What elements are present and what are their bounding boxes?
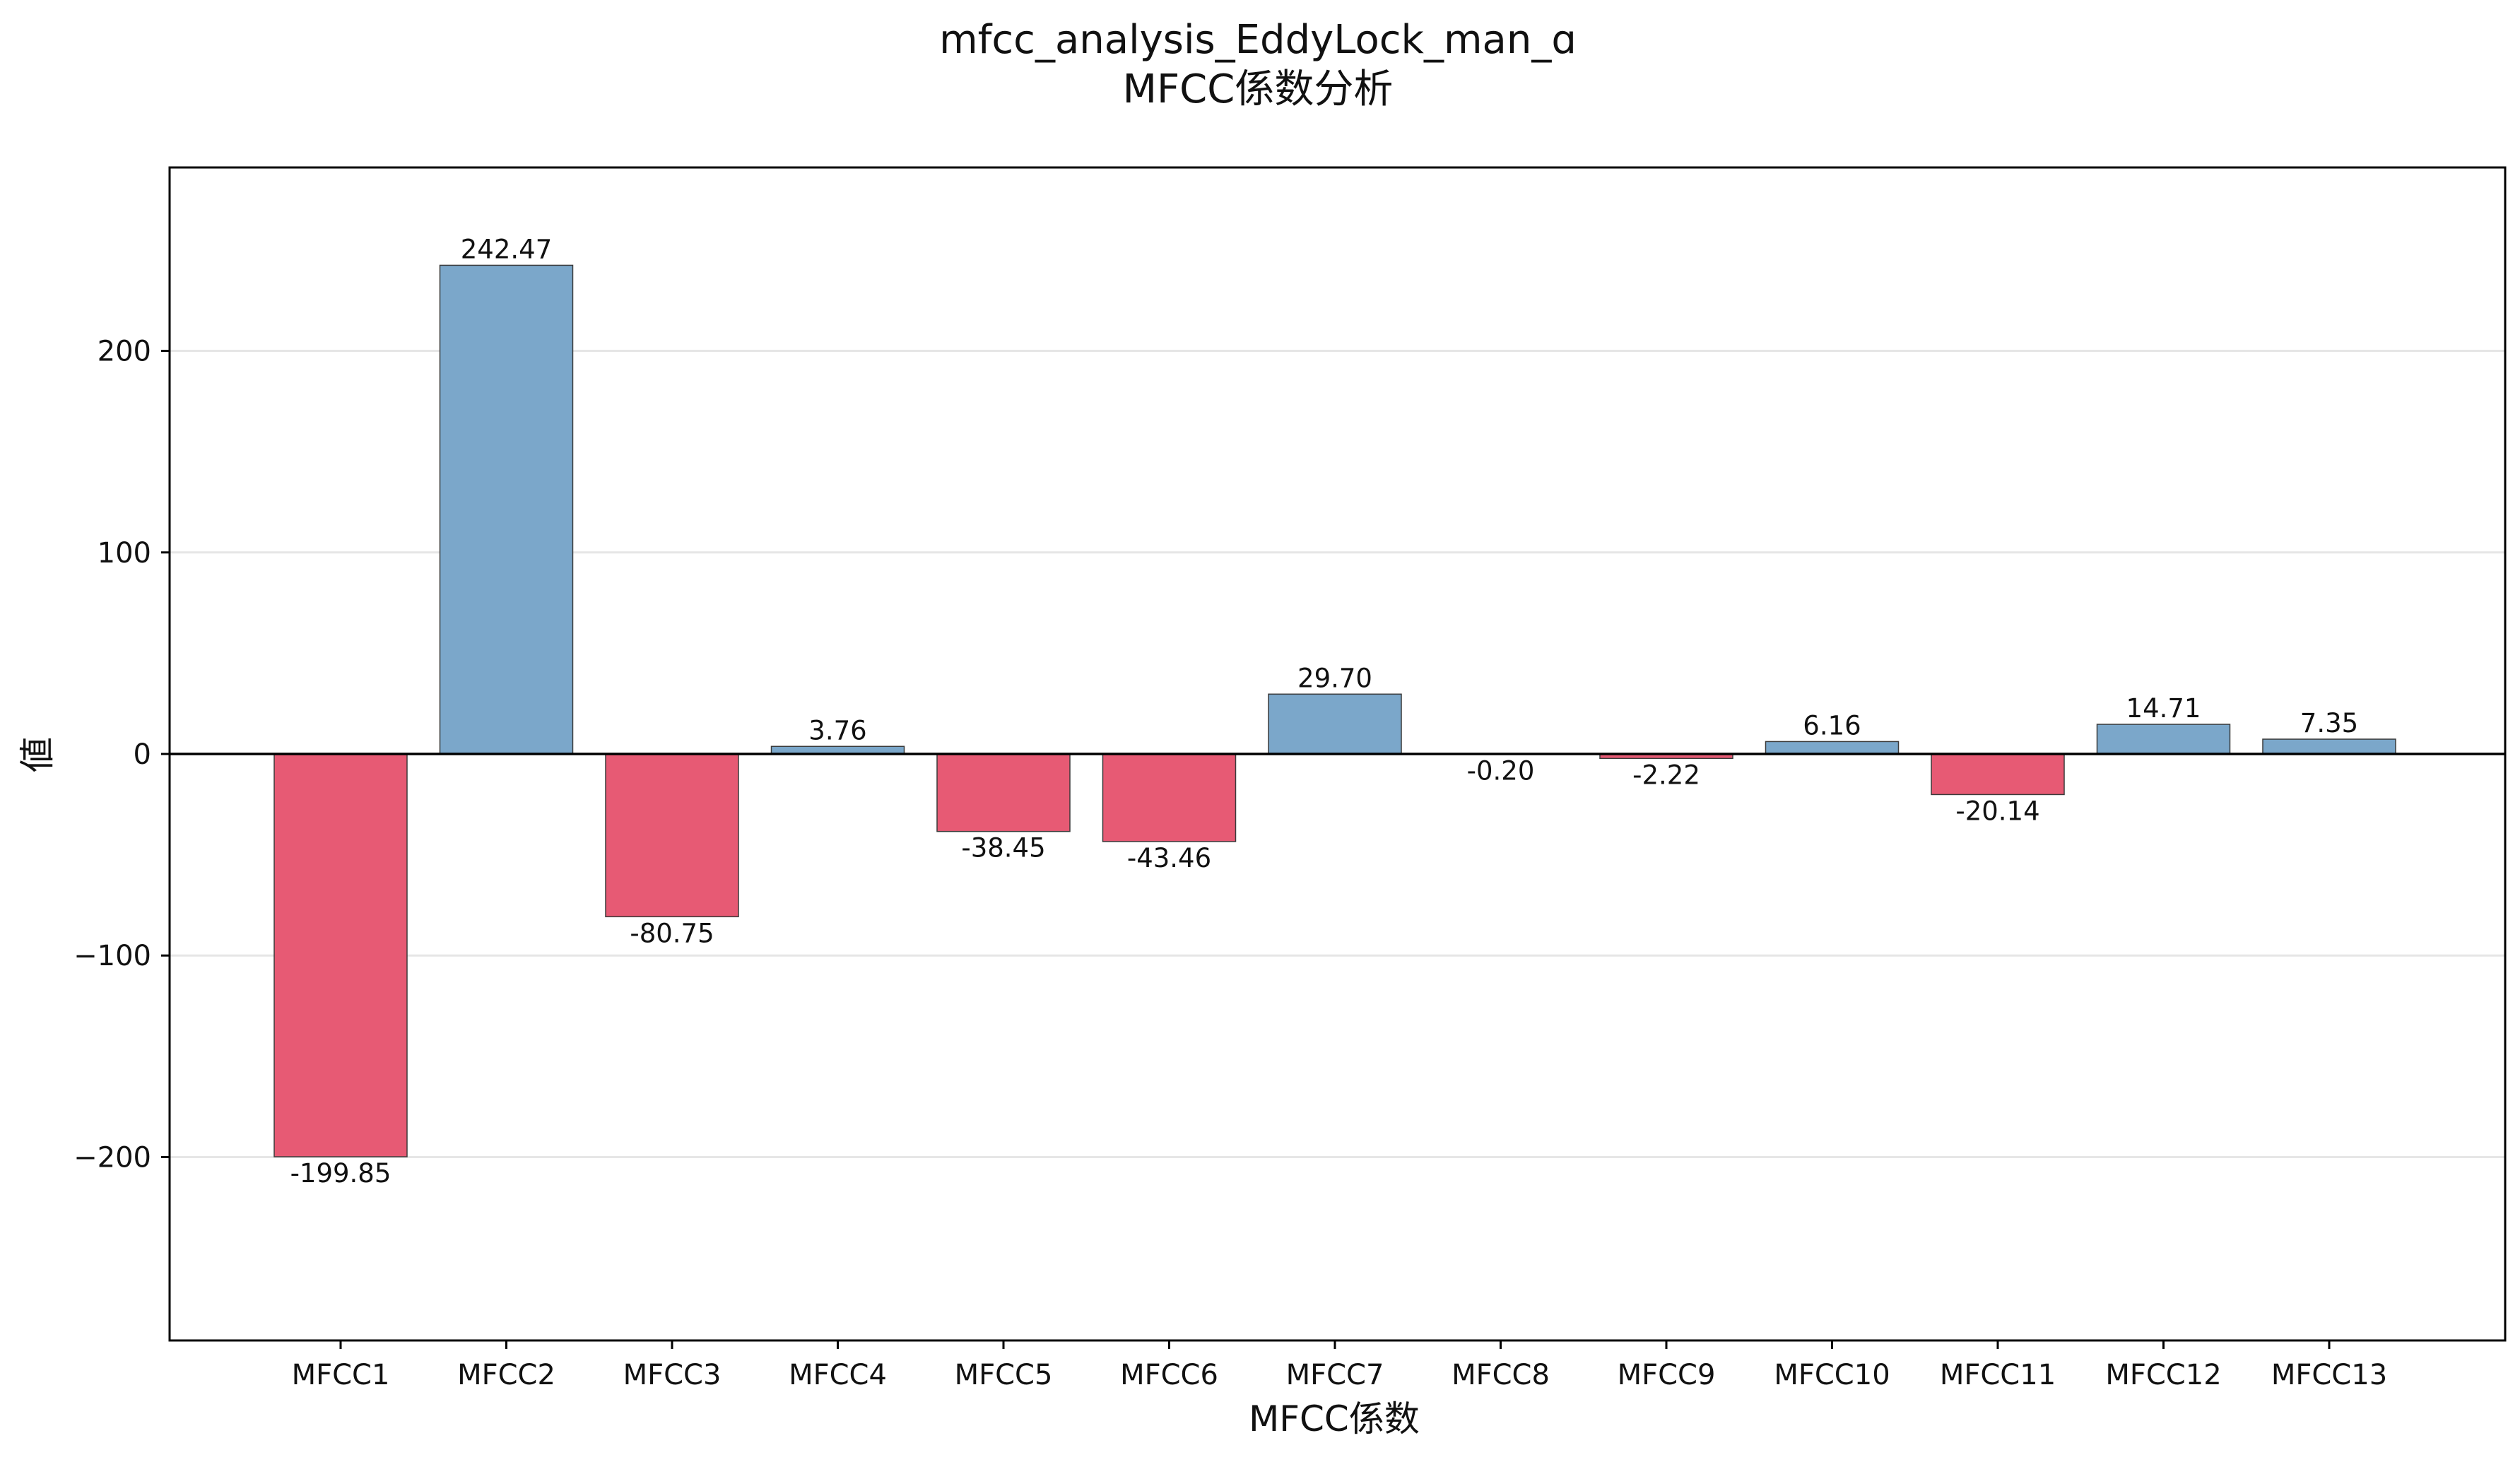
x-tick-label: MFCC11 [1940, 1359, 2056, 1391]
y-tick-label: 0 [134, 738, 151, 771]
plot-area-frame [168, 166, 2507, 1342]
chart-title: mfcc_analysis_EddyLock_man_ɑ [939, 17, 1577, 63]
data-label: 7.35 [2300, 708, 2358, 738]
data-label: 3.76 [808, 715, 866, 745]
data-label: 14.71 [2126, 693, 2201, 724]
x-tick-label: MFCC3 [623, 1359, 722, 1391]
data-label: 242.47 [461, 234, 552, 264]
data-label: -38.45 [961, 833, 1045, 863]
data-label: -80.75 [630, 918, 714, 948]
axis-ticks: −200 −100 0 100 200 MFCC1 MFCC2 MFCC3 MFCC4 MFCC5… [73, 336, 2387, 1391]
y-axis-label: 値 [17, 737, 58, 772]
bar-mfcc12 [2096, 724, 2231, 755]
x-tick-label: MFCC10 [1774, 1359, 1890, 1391]
y-tick-label: 100 [98, 537, 151, 570]
bar-mfcc3 [605, 753, 739, 918]
x-axis-label: MFCC係数 [1249, 1398, 1420, 1439]
bar-mfcc7 [1268, 693, 1402, 755]
x-tick-label: MFCC6 [1120, 1359, 1218, 1391]
data-label: -20.14 [1955, 796, 2039, 826]
y-tick-label: 200 [98, 336, 151, 368]
x-tick-label: MFCC8 [1452, 1359, 1550, 1391]
x-tick-label: MFCC4 [789, 1359, 887, 1391]
chart-subtitle: MFCC係数分析 [1123, 66, 1394, 112]
y-tick-label: −200 [73, 1141, 151, 1174]
x-tick-label: MFCC1 [292, 1359, 390, 1391]
bar-mfcc2 [439, 264, 574, 755]
data-label: -199.85 [290, 1158, 391, 1189]
bar-mfcc11 [1931, 753, 2065, 796]
bars [273, 264, 2396, 1157]
data-labels: -199.85 242.47 -80.75 3.76 -38.45 -43.46 29.70… [290, 234, 2359, 1189]
data-label: 29.70 [1297, 663, 1372, 693]
x-tick-label: MFCC13 [2271, 1359, 2387, 1391]
bar-mfcc5 [936, 753, 1071, 832]
bar-mfcc6 [1102, 753, 1237, 842]
data-label: 6.16 [1803, 710, 1861, 741]
data-label: -43.46 [1127, 843, 1211, 873]
y-tick-label: −100 [73, 940, 151, 972]
x-tick-label: MFCC12 [2105, 1359, 2221, 1391]
bar-mfcc10 [1765, 741, 1900, 755]
x-tick-label: MFCC5 [955, 1359, 1053, 1391]
bar-mfcc13 [2262, 738, 2396, 755]
x-tick-label: MFCC9 [1618, 1359, 1716, 1391]
bar-mfcc1 [273, 753, 408, 1157]
x-tick-label: MFCC7 [1286, 1359, 1384, 1391]
x-tick-label: MFCC2 [457, 1359, 555, 1391]
data-label: -0.20 [1467, 756, 1535, 786]
data-label: -2.22 [1632, 760, 1700, 790]
